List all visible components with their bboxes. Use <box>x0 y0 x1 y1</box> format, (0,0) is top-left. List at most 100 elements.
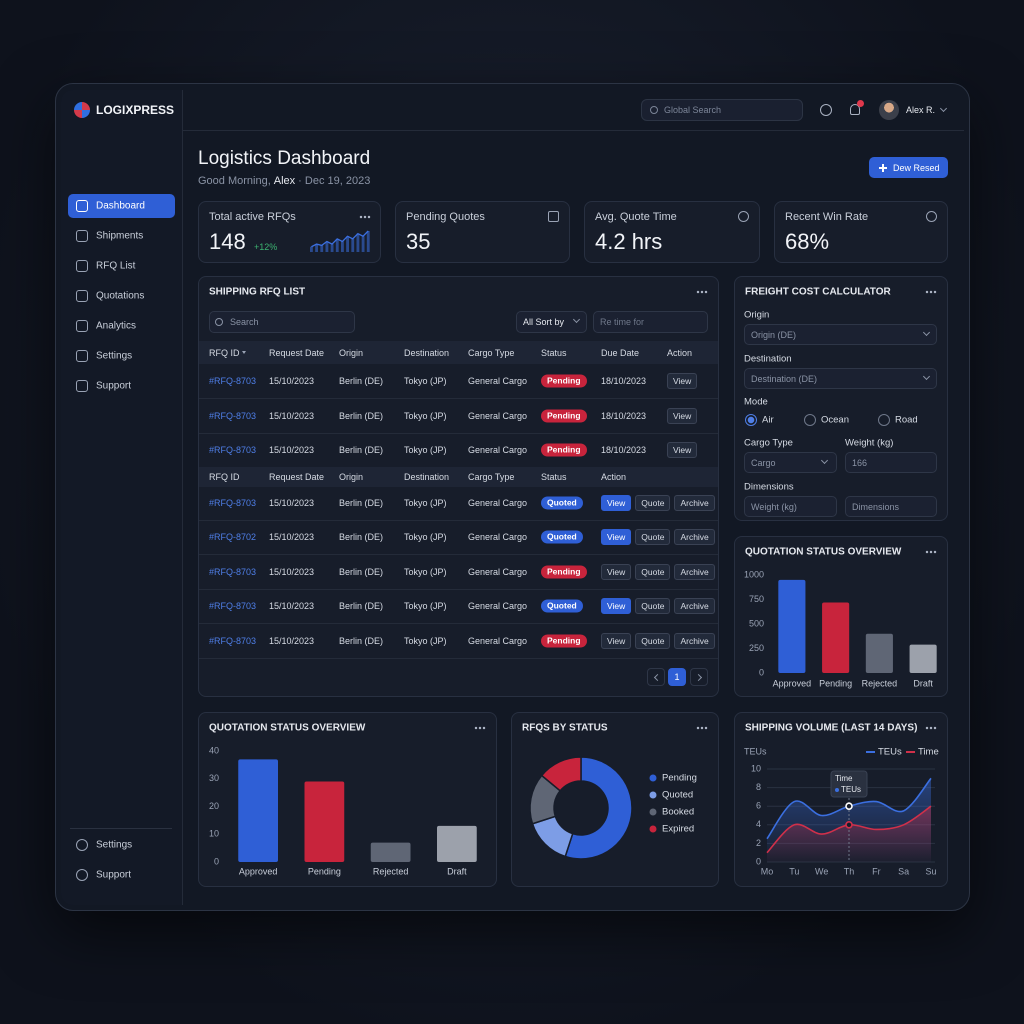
bell-icon[interactable] <box>850 104 860 115</box>
action-button[interactable]: Quote <box>635 495 671 511</box>
user-first-name: Alex <box>273 175 296 187</box>
rfq-id[interactable]: #RFQ-8703 <box>209 498 257 508</box>
table-cell: General Cargo <box>468 498 528 508</box>
panel-title: FREIGHT COST CALCULATOR <box>745 286 891 298</box>
user-name[interactable]: Alex R. <box>906 105 936 115</box>
calculator-panel <box>734 276 948 521</box>
nav-item[interactable]: Shipments <box>96 230 144 242</box>
nav-item[interactable]: Quotations <box>96 290 145 302</box>
nav-item[interactable]: RFQ List <box>96 260 136 272</box>
rfq-id[interactable]: #RFQ-8703 <box>209 567 257 577</box>
table-cell: Tokyo (JP) <box>404 411 447 421</box>
more-menu[interactable] <box>925 290 937 294</box>
rfq-id[interactable]: #RFQ-8703 <box>209 411 257 421</box>
table-cell: Berlin (DE) <box>339 376 384 386</box>
more-menu[interactable] <box>696 726 708 730</box>
nav-icon <box>76 320 88 332</box>
chart-panel <box>511 712 719 887</box>
radio[interactable] <box>804 414 816 426</box>
input-field[interactable] <box>744 496 837 517</box>
action-button[interactable]: Quote <box>635 598 671 614</box>
nav-item[interactable]: Analytics <box>96 320 137 332</box>
global-search[interactable] <box>641 99 803 121</box>
action-button[interactable]: Archive <box>674 495 715 511</box>
action-button[interactable]: Quote <box>635 529 671 545</box>
nav-item[interactable]: Support <box>96 380 132 392</box>
select-value: Destination (DE) <box>751 373 818 384</box>
avatar[interactable] <box>879 100 899 120</box>
column-header: Action <box>667 347 693 358</box>
action-button[interactable]: Quote <box>635 564 671 580</box>
input-field[interactable] <box>516 311 587 333</box>
column-header: RFQ ID <box>209 472 240 482</box>
action-button[interactable]: Archive <box>674 633 715 649</box>
input-field[interactable] <box>744 368 937 389</box>
page-prev[interactable] <box>647 668 665 686</box>
action-button[interactable]: Quote <box>635 633 671 649</box>
table-cell: 18/10/2023 <box>601 411 647 421</box>
input-field[interactable] <box>744 324 937 345</box>
radio-label: Road <box>895 414 918 426</box>
page-current[interactable] <box>668 668 686 686</box>
table-cell: Berlin (DE) <box>339 532 384 542</box>
search-icon <box>650 106 658 114</box>
more-menu[interactable] <box>925 550 937 554</box>
radio[interactable] <box>878 414 890 426</box>
action-button[interactable]: Archive <box>674 529 715 545</box>
more-menu[interactable] <box>359 215 371 219</box>
help-icon[interactable] <box>820 104 832 116</box>
table-cell: 15/10/2023 <box>269 532 315 542</box>
nav-item[interactable]: Settings <box>96 839 133 851</box>
column-header: Due Date <box>601 347 640 358</box>
column-header: RFQ ID <box>209 347 240 358</box>
sidebar <box>61 90 183 905</box>
column-header: Action <box>601 472 627 482</box>
panel-title: QUOTATION STATUS OVERVIEW <box>209 722 366 734</box>
rfq-id[interactable]: #RFQ-8703 <box>209 636 257 646</box>
input-field[interactable] <box>593 311 708 333</box>
action-button[interactable]: View <box>667 442 698 458</box>
page-next[interactable] <box>690 668 708 686</box>
kpi-value: 68% <box>785 229 830 254</box>
rfq-id[interactable]: #RFQ-8702 <box>209 532 257 542</box>
action-button[interactable]: View <box>601 529 632 545</box>
kpi-icon <box>738 211 749 222</box>
table-cell: Berlin (DE) <box>339 411 384 421</box>
table-cell: Berlin (DE) <box>339 567 384 577</box>
kpi-value: 4.2 hrs <box>595 229 663 254</box>
input-field[interactable] <box>744 452 837 473</box>
table-cell: Tokyo (JP) <box>404 636 447 646</box>
date: · Dec 19, 2023 <box>298 175 371 187</box>
input-field[interactable] <box>845 452 937 473</box>
more-menu[interactable] <box>696 290 708 294</box>
action-button[interactable]: View <box>601 495 632 511</box>
action-button[interactable]: View <box>601 564 632 580</box>
kpi-delta: +12% <box>254 242 278 252</box>
more-menu[interactable] <box>925 726 937 730</box>
new-request-button[interactable] <box>869 157 948 178</box>
input-value: 166 <box>852 458 868 468</box>
column-header: Destination <box>404 347 450 358</box>
input-field[interactable] <box>209 311 355 333</box>
rfq-id[interactable]: #RFQ-8703 <box>209 376 257 386</box>
table-cell: General Cargo <box>468 601 528 611</box>
rfq-id[interactable]: #RFQ-8703 <box>209 445 257 455</box>
table-cell: Tokyo (JP) <box>404 601 447 611</box>
action-button[interactable]: View <box>601 598 632 614</box>
action-button[interactable]: Archive <box>674 564 715 580</box>
action-button[interactable]: View <box>667 373 698 389</box>
action-button[interactable]: Archive <box>674 598 715 614</box>
action-button[interactable]: View <box>601 633 632 649</box>
more-menu[interactable] <box>474 726 486 730</box>
action-button[interactable]: View <box>667 408 698 424</box>
input-field[interactable] <box>845 496 937 517</box>
kpi-card <box>395 201 570 263</box>
nav-item[interactable]: Dashboard <box>96 200 145 212</box>
table-cell: Tokyo (JP) <box>404 498 447 508</box>
radio[interactable] <box>745 414 757 426</box>
nav-item[interactable]: Settings <box>96 350 133 362</box>
rfq-id[interactable]: #RFQ-8703 <box>209 601 257 611</box>
nav-item[interactable]: Support <box>96 869 132 881</box>
table-header <box>199 341 718 364</box>
row-divider <box>199 398 718 399</box>
